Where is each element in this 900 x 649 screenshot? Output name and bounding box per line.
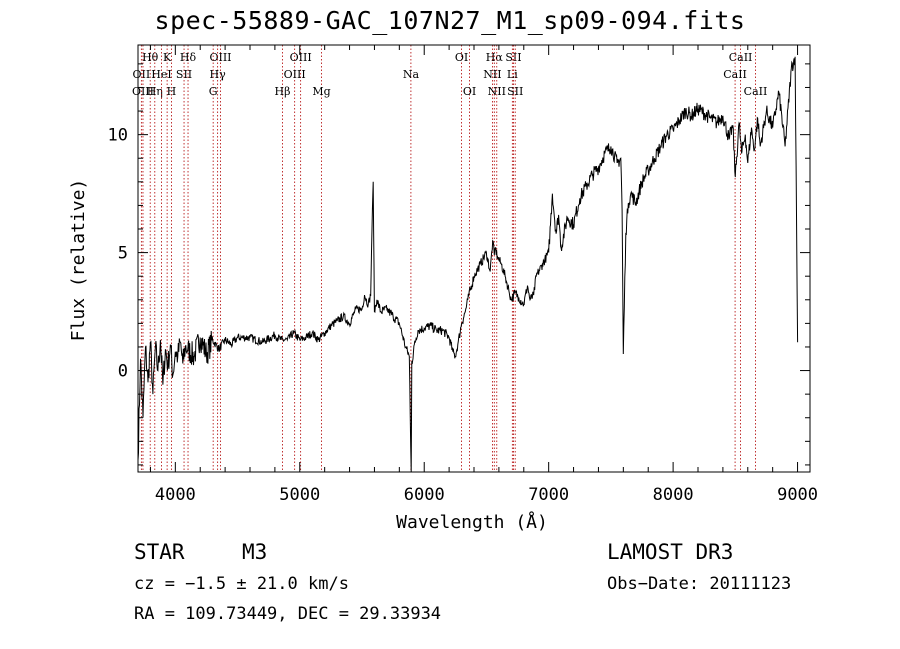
y-tick-label: 10 xyxy=(108,126,128,146)
y-tick-label: 5 xyxy=(118,244,128,264)
spectral-line-label: OIII xyxy=(290,51,312,64)
spectrum-series-line xyxy=(137,56,799,473)
x-tick-label: 9000 xyxy=(777,485,818,505)
x-tick-label: 6000 xyxy=(404,485,445,505)
spectral-line-label: OIII xyxy=(209,51,231,64)
spectral-line-label: SII xyxy=(176,68,192,81)
spectral-line-label: Hδ xyxy=(180,51,197,64)
x-tick-label: 5000 xyxy=(279,485,320,505)
object-class: STAR xyxy=(134,540,185,564)
spectral-line-label: Hθ xyxy=(142,51,159,64)
spectral-line-label: Hγ xyxy=(210,68,227,81)
spectral-line-label: K xyxy=(163,51,172,64)
spectral-line-label: Na xyxy=(403,68,420,81)
spectral-line-label: CaII xyxy=(729,51,753,64)
tick-labels: 4000 5000 6000 7000 8000 9000 0 5 10 xyxy=(108,126,819,505)
spectral-line-label: CaII xyxy=(723,68,747,81)
y-axis-label: Flux (relative) xyxy=(68,179,89,342)
spectral-line-label: SII xyxy=(507,85,523,98)
spectral-line-label: Li xyxy=(507,68,518,81)
y-tick-label: 0 xyxy=(118,362,128,382)
spectral-line-label: NII xyxy=(483,68,501,81)
redshift-velocity: cz = −1.5 ± 21.0 km/s xyxy=(134,574,349,594)
survey-name: LAMOST DR3 xyxy=(607,540,734,564)
spectral-line-label: HeI xyxy=(151,68,171,81)
x-tick-label: 7000 xyxy=(528,485,569,505)
spectral-line-label: G xyxy=(209,85,218,98)
spectral-line-label: Hα xyxy=(486,51,504,64)
axis-ticks xyxy=(138,45,810,472)
spectral-line-label: Hη xyxy=(147,85,163,98)
spectral-line-label: OI xyxy=(463,85,476,98)
plot-frame xyxy=(137,44,811,473)
spectral-line-label: Hβ xyxy=(275,85,291,98)
spectral-line-label: NII xyxy=(488,85,506,98)
spectral-line-label: OI xyxy=(455,51,468,64)
object-subclass: M3 xyxy=(242,540,268,564)
spectral-line-label: Mg xyxy=(312,85,330,98)
coordinates: RA = 109.73449, DEC = 29.33934 xyxy=(134,604,442,624)
spectral-line-label: OII xyxy=(133,68,151,81)
x-axis-label: Wavelength (Å) xyxy=(396,511,548,533)
spectral-line-label: SII xyxy=(505,51,521,64)
spectral-line-label: H xyxy=(167,85,177,98)
spectral-line-label: OIII xyxy=(284,68,306,81)
spectral-line-label: CaII xyxy=(744,85,768,98)
x-tick-label: 8000 xyxy=(653,485,694,505)
spectral-line-label: OIII xyxy=(132,85,154,98)
observation-date: Obs−Date: 20111123 xyxy=(607,574,792,594)
chart-title: spec-55889-GAC_107N27_M1_sp09-094.fits xyxy=(154,6,746,35)
x-tick-label: 4000 xyxy=(155,485,196,505)
